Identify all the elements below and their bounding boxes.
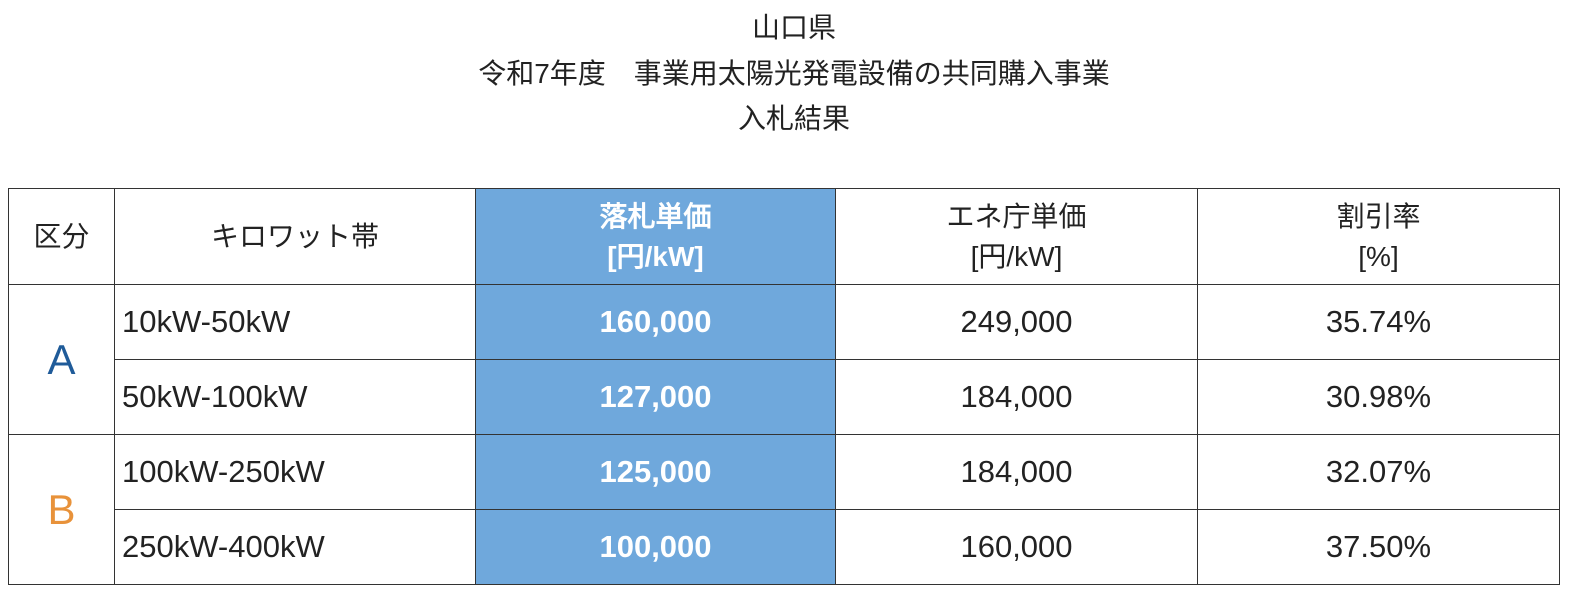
header-text: 割引率 [1336,200,1421,232]
kw-range: 10kW-50kW [114,284,476,360]
header-text: [円/kW] [607,240,704,272]
column-header: キロワット帯 [114,188,476,285]
cell-value: 127,000 [475,359,836,435]
table-row: 50kW-100kW 127,000 184,000 30.98% [9,359,1560,435]
title-line: 山口県 [751,12,836,43]
cell-value: 30.98% [1197,359,1560,435]
cell-value: 35.74% [1197,284,1560,360]
header-text: [%] [1358,240,1399,272]
cell-value: 249,000 [835,284,1198,360]
header-text: 区分 [33,220,90,252]
cell-value: 100,000 [475,509,836,585]
cell-value: 160,000 [475,284,836,360]
group-label: B [8,434,115,585]
header-row: 区分 キロワット帯 落札単価 [円/kW] エネ庁単価 [円/kW] 割引率 [%] [8,188,1560,285]
kw-range: 250kW-400kW [114,509,476,585]
column-header: 割引率 [%] [1197,188,1560,285]
result-table: 区分 キロワット帯 落札単価 [円/kW] エネ庁単価 [円/kW] 割引率 [%] A 10k… [8,188,1560,585]
table-row: A 10kW-50kW 160,000 249,000 35.74% [8,284,1560,435]
cell-value: 184,000 [835,359,1198,435]
table-head: 区分 キロワット帯 落札単価 [円/kW] エネ庁単価 [円/kW] 割引率 [%] [8,188,1560,285]
kw-range: 100kW-250kW [114,434,476,510]
kw-range: 50kW-100kW [114,359,476,435]
column-header: 落札単価 [円/kW] [475,188,836,285]
cell-value: 125,000 [475,434,836,510]
header-text: [円/kW] [970,240,1063,272]
header-text: エネ庁単価 [946,200,1087,232]
column-header: 区分 [8,188,115,285]
title: 山口県令和7年度 事業用太陽光発電設備の共同購入事業 入札結果 [0,5,1588,142]
table-body: A 10kW-50kW 160,000 249,000 35.74% 50kW-100kW… [8,284,1560,585]
cell-value: 32.07% [1197,434,1560,510]
group-label: A [8,284,115,435]
cell-value: 184,000 [835,434,1198,510]
header-text: キロワット帯 [210,220,379,252]
header-text: 落札単価 [599,200,712,232]
title-line: 入札結果 [737,103,850,134]
cell-value: 37.50% [1197,509,1560,585]
table-row: 250kW-400kW 100,000 160,000 37.50% [9,509,1560,585]
table-row: B 100kW-250kW 125,000 184,000 32.07% [8,434,1560,585]
column-header: エネ庁単価 [円/kW] [835,188,1198,285]
cell-value: 160,000 [835,509,1198,585]
title-line: 令和7年度 事業用太陽光発電設備の共同購入事業 [478,57,1110,89]
